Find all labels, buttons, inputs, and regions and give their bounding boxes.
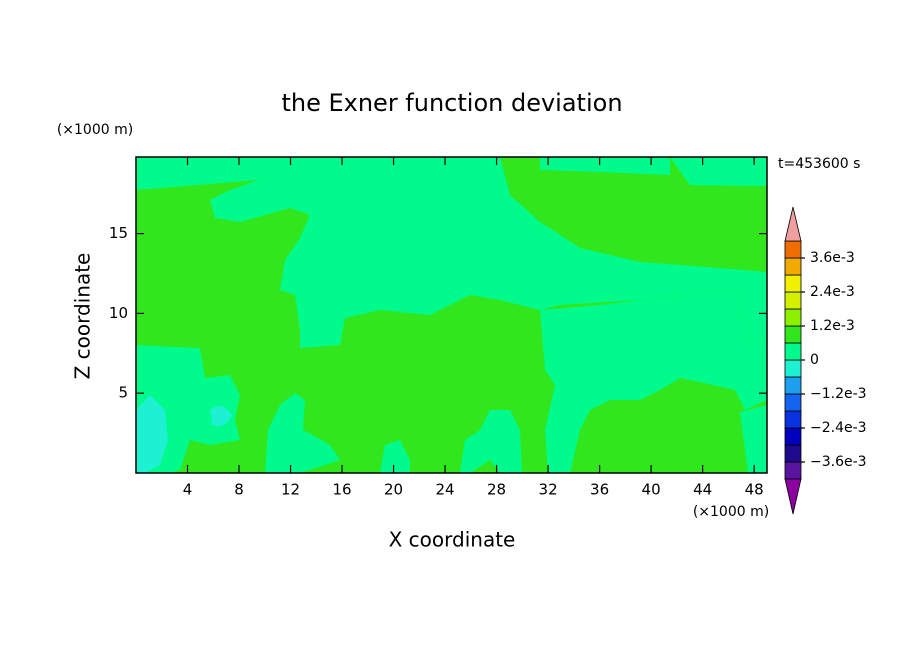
colorbar-under [784,478,802,515]
y-unit: (×1000 m) [57,122,133,138]
x-axis-title: X coordinate [389,528,516,552]
x-tick-label: 48 [745,481,764,499]
x-tick-label: 36 [590,481,609,499]
contour-region [136,157,767,348]
x-tick-label: 12 [281,481,300,499]
chart-title: the Exner function deviation [281,89,622,117]
contour-region [460,410,522,473]
colorbar-box [784,376,802,395]
colorbar-box [784,410,802,429]
contour-region [540,157,670,175]
colorbar-box [784,444,802,463]
y-tick-label: 5 [118,384,128,402]
contour-region [670,157,767,186]
colorbar-box [784,359,802,378]
x-tick-label: 16 [332,481,351,499]
colorbar-tick-label: −3.6e-3 [810,454,867,470]
colorbar-box [784,308,802,327]
colorbar-tick-label: 2.4e-3 [810,284,855,300]
colorbar-tick-label: 0 [810,352,819,368]
plot-frame [135,156,768,474]
y-tick-label: 10 [109,304,128,322]
contour-region [380,440,410,473]
colorbar-box [784,274,802,293]
contour-field [136,157,767,473]
y-axis-title: Z coordinate [71,253,95,380]
colorbar-box [784,291,802,310]
x-tick-label: 28 [487,481,506,499]
time-annotation: t=453600 s [778,156,860,172]
colorbar-box [784,240,802,259]
colorbar-box [784,342,802,361]
y-tick-label: 15 [109,224,128,242]
contour-region [740,405,767,473]
colorbar-box [784,257,802,276]
colorbar-tick-label: −1.2e-3 [810,386,867,402]
colorbar-box [784,427,802,446]
contour-region [540,293,767,473]
x-tick-label: 40 [642,481,661,499]
contour-region [265,393,340,473]
x-unit: (×1000 m) [693,504,769,520]
x-tick-label: 8 [234,481,244,499]
x-tick-label: 20 [384,481,403,499]
contour-region [136,395,168,473]
colorbar-box [784,325,802,344]
x-tick-label: 44 [693,481,712,499]
colorbar-over [784,206,802,242]
colorbar-tick-label: −2.4e-3 [810,420,867,436]
x-tick-label: 32 [539,481,558,499]
x-tick-label: 4 [183,481,193,499]
colorbar-tick-label: 1.2e-3 [810,318,855,334]
colorbar-tick-label: 3.6e-3 [810,250,855,266]
contour-region [210,406,232,427]
colorbar-box [784,461,802,480]
x-tick-label: 24 [436,481,455,499]
colorbar-box [784,393,802,412]
